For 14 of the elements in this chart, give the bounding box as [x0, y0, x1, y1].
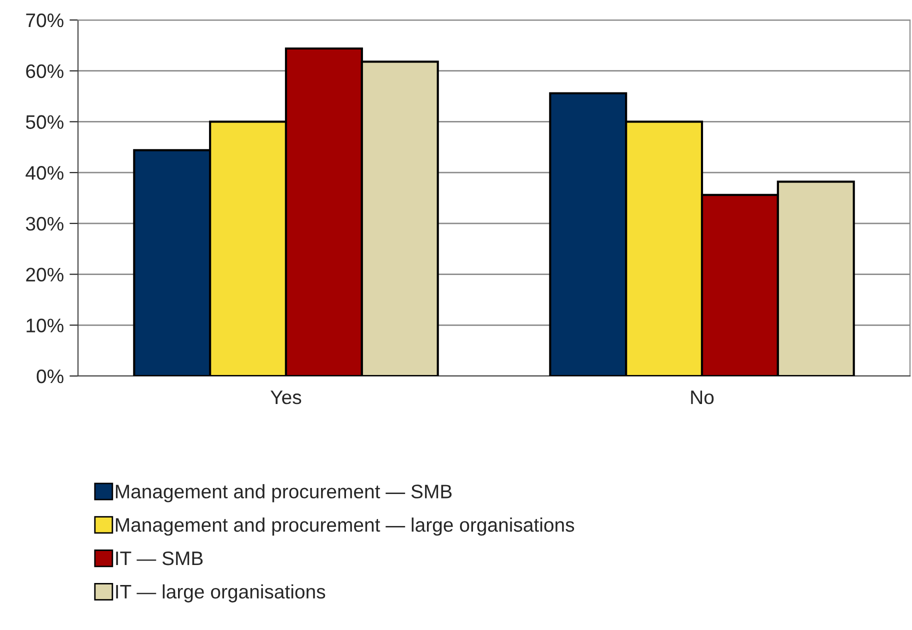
y-tick-label: 60% [26, 64, 64, 78]
y-tick-label: 50% [26, 115, 64, 129]
y-tick-label: 40% [26, 166, 64, 180]
y-tick-label: 10% [26, 318, 64, 332]
x-tick-label: Yes [270, 390, 302, 404]
y-tick-label: 20% [26, 268, 64, 282]
legend-label: IT — SMB [116, 551, 203, 566]
legend-label: Management and procurement — SMB [116, 484, 452, 502]
y-tick-label: 0% [36, 369, 64, 384]
x-tick-label: No [691, 390, 714, 404]
legend-label: IT — large organisations [116, 584, 326, 602]
y-tick-label: 30% [26, 216, 64, 231]
y-tick-label: 70% [26, 13, 64, 28]
legend-label: Management and procurement — large organisations [116, 518, 574, 536]
